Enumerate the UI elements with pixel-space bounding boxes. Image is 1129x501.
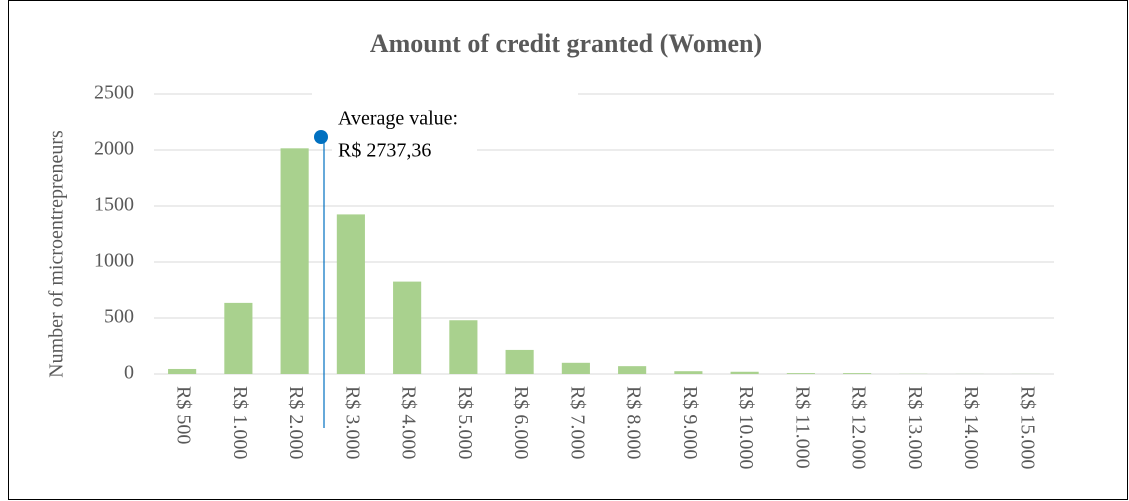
bar bbox=[336, 214, 365, 374]
y-tick-label: 1000 bbox=[94, 250, 134, 272]
x-tick-label: R$ 11.000 bbox=[791, 386, 813, 469]
bar bbox=[224, 302, 253, 374]
y-tick-label: 0 bbox=[124, 362, 134, 384]
x-tick-label: R$ 2.000 bbox=[285, 386, 307, 459]
x-tick-label: R$ 500 bbox=[173, 386, 195, 444]
bar bbox=[843, 373, 872, 374]
x-tick-label: R$ 7.000 bbox=[566, 386, 588, 459]
y-tick-label: 2000 bbox=[94, 138, 134, 160]
x-tick-label: R$ 8.000 bbox=[623, 386, 645, 459]
y-tick-label: 500 bbox=[104, 306, 134, 328]
chart-title: Amount of credit granted (Women) bbox=[370, 29, 762, 58]
annotation-dot bbox=[314, 130, 328, 144]
bar bbox=[505, 349, 534, 374]
bar bbox=[786, 373, 815, 374]
x-tick-label: R$ 4.000 bbox=[398, 386, 420, 459]
y-tick-label: 1500 bbox=[94, 194, 134, 216]
bar bbox=[730, 371, 759, 374]
x-tick-label: R$ 12.000 bbox=[848, 386, 870, 469]
bar bbox=[618, 366, 647, 374]
bar bbox=[393, 281, 422, 374]
x-tick-label: R$ 13.000 bbox=[904, 386, 926, 469]
bar bbox=[561, 362, 590, 374]
x-tick-label: R$ 14.000 bbox=[960, 386, 982, 469]
x-tick-label: R$ 10.000 bbox=[735, 386, 757, 469]
y-axis-label: Number of microentrepreneurs bbox=[46, 130, 68, 378]
x-tick-label: R$ 3.000 bbox=[341, 386, 363, 459]
annotation-text: R$ 2737,36 bbox=[338, 140, 431, 162]
x-tick-label: R$ 15.000 bbox=[1016, 386, 1038, 469]
annotation-bg bbox=[332, 100, 477, 170]
y-tick-label: 2500 bbox=[94, 82, 134, 104]
bar bbox=[168, 368, 197, 374]
x-tick-label: R$ 1.000 bbox=[229, 386, 251, 459]
x-tick-label: R$ 6.000 bbox=[510, 386, 532, 459]
x-tick-label: R$ 9.000 bbox=[679, 386, 701, 459]
bar bbox=[449, 320, 478, 374]
x-tick-label: R$ 5.000 bbox=[454, 386, 476, 459]
annotation-text: Average value: bbox=[338, 108, 458, 130]
bar bbox=[674, 371, 703, 374]
bar bbox=[280, 148, 309, 374]
